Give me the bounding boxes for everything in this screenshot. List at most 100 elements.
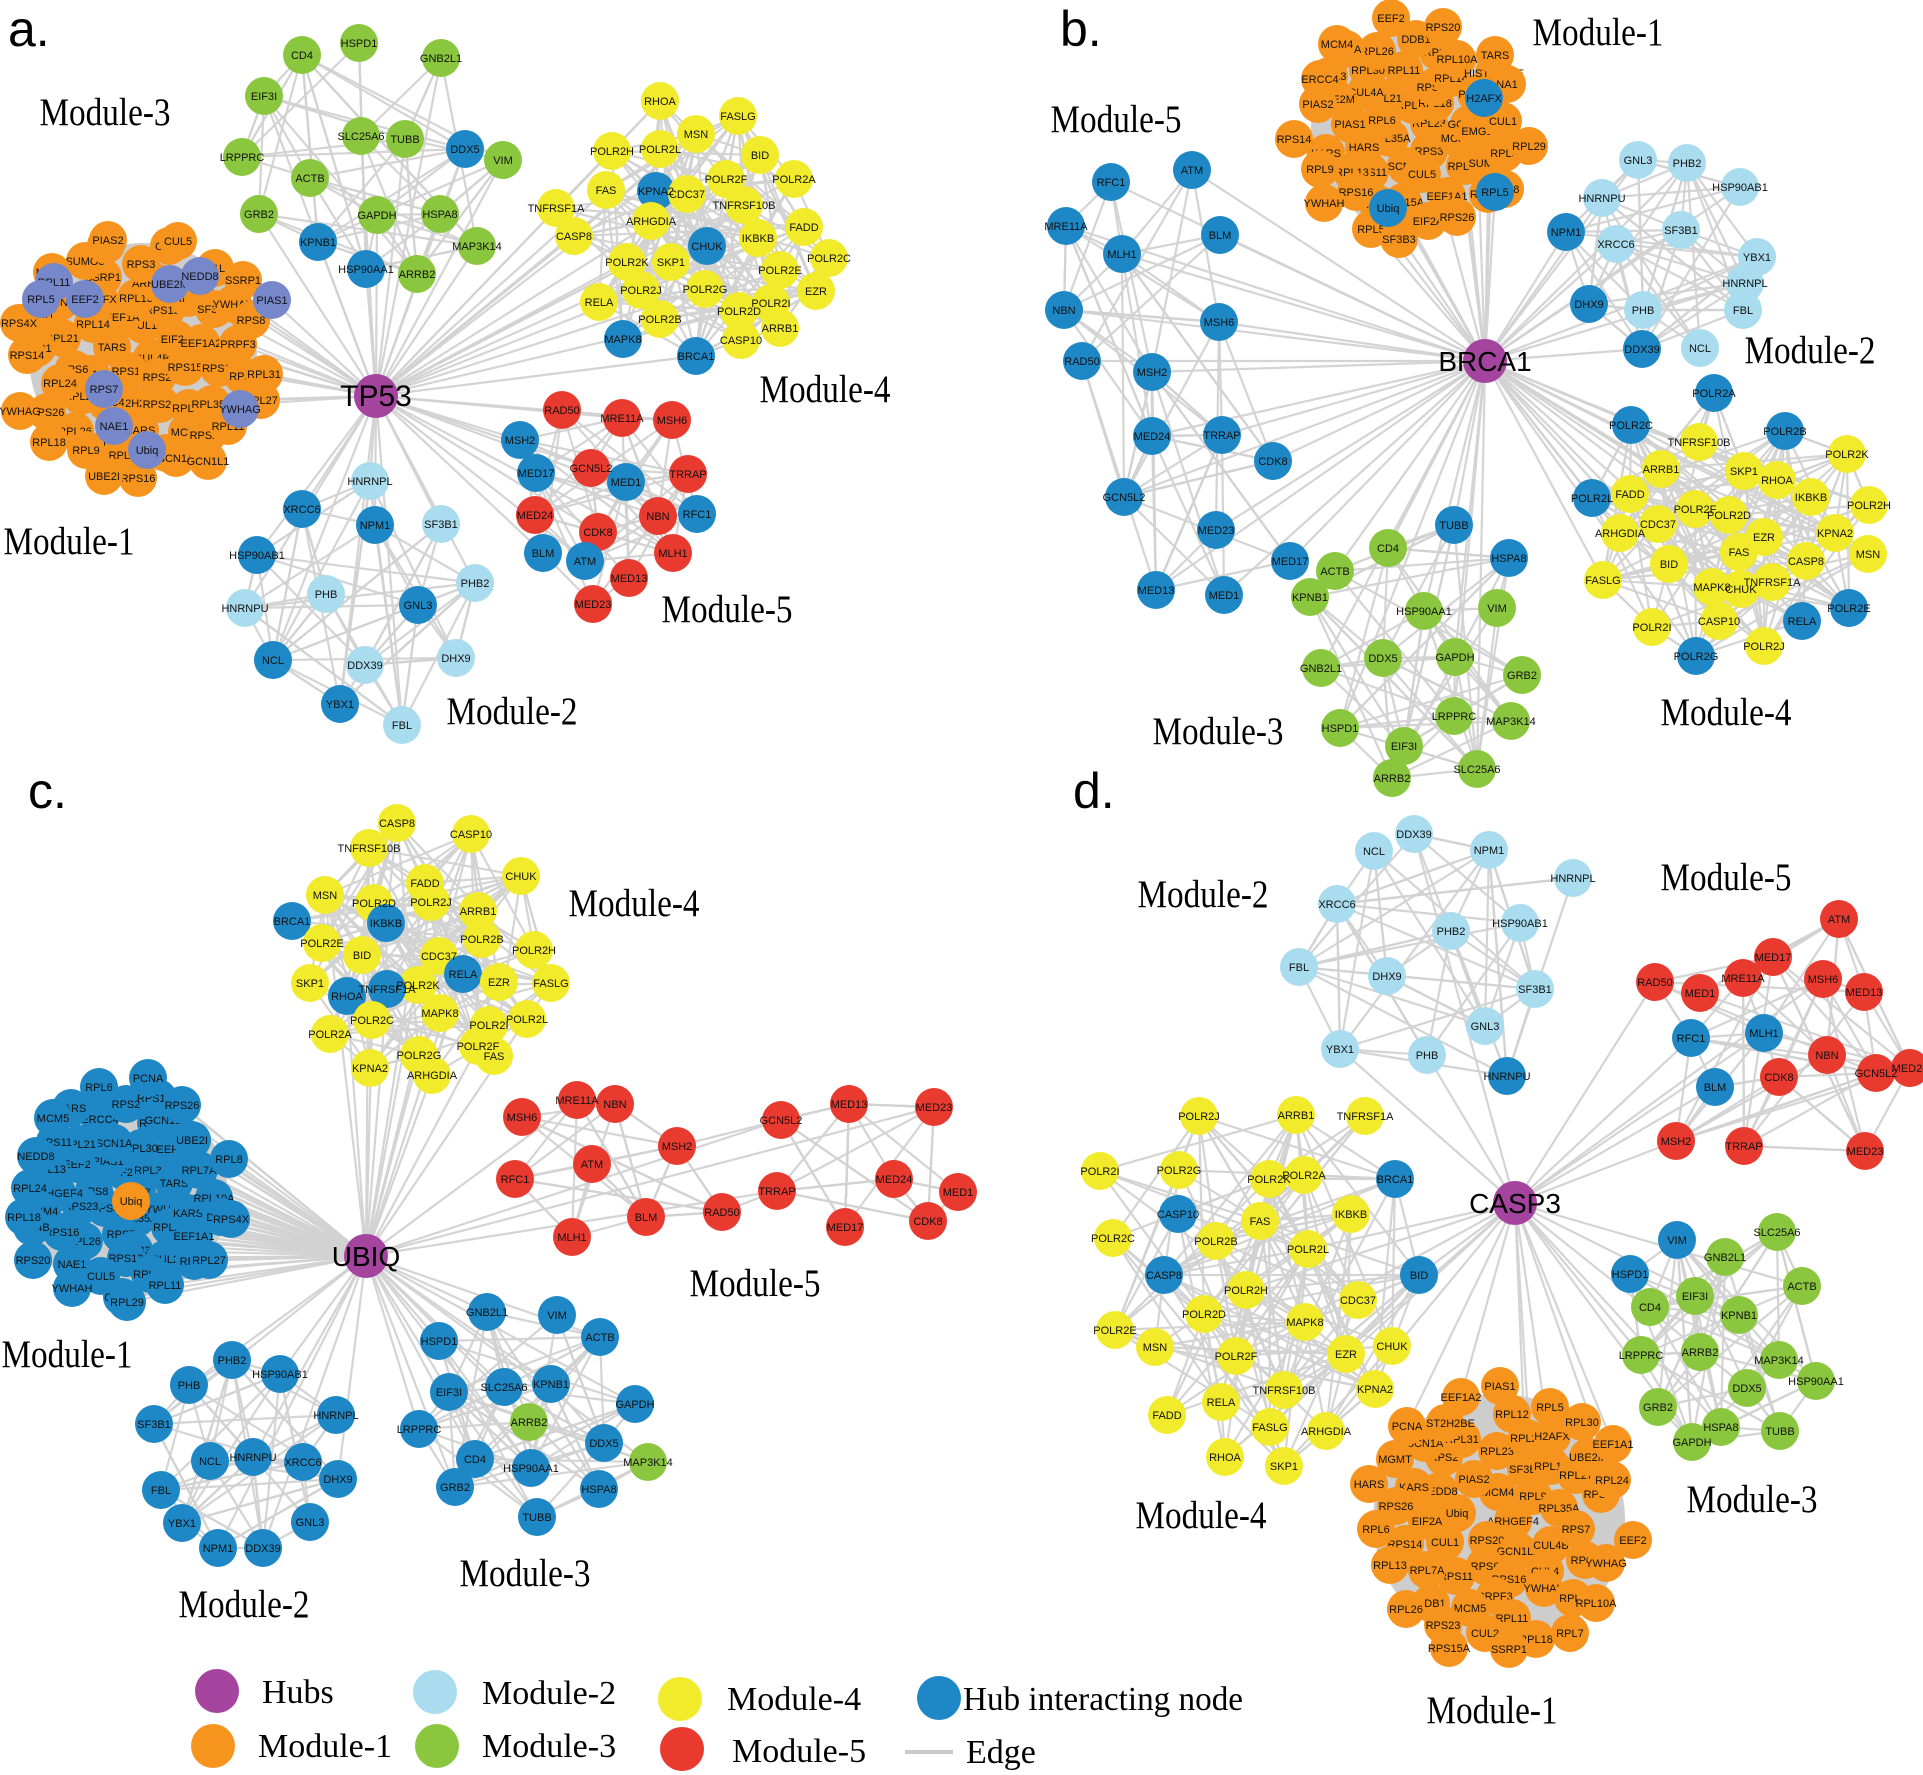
svg-text:RPS8: RPS8 — [237, 315, 266, 327]
svg-text:POLR2L: POLR2L — [639, 144, 681, 156]
svg-text:HSPA8: HSPA8 — [422, 209, 457, 221]
svg-text:RFC1: RFC1 — [1097, 177, 1126, 189]
svg-text:GNB2L1: GNB2L1 — [1300, 663, 1342, 675]
svg-text:POLR2J: POLR2J — [410, 897, 452, 909]
svg-text:RPS7: RPS7 — [1562, 1524, 1591, 1536]
svg-text:EZR: EZR — [805, 286, 827, 298]
svg-text:CDK8: CDK8 — [913, 1216, 942, 1228]
svg-text:POLR2C: POLR2C — [1609, 420, 1653, 432]
svg-text:BLM: BLM — [1209, 230, 1232, 242]
svg-text:Module-1: Module-1 — [2, 1333, 133, 1376]
svg-text:KPNB1: KPNB1 — [1292, 592, 1328, 604]
svg-text:POLR2F: POLR2F — [705, 174, 748, 186]
svg-text:RPS26: RPS26 — [165, 1100, 200, 1112]
svg-text:CDK8: CDK8 — [1764, 1072, 1793, 1084]
svg-text:ARRB1: ARRB1 — [762, 323, 799, 335]
svg-text:TUBB: TUBB — [522, 1512, 551, 1524]
svg-text:ATM: ATM — [1828, 914, 1850, 926]
svg-text:RPL18: RPL18 — [7, 1212, 41, 1224]
svg-text:NEDD8: NEDD8 — [17, 1151, 54, 1163]
svg-text:CASP8: CASP8 — [1146, 1270, 1182, 1282]
svg-text:MED24: MED24 — [876, 1174, 913, 1186]
svg-text:CASP3: CASP3 — [1469, 1188, 1561, 1219]
svg-text:ATM: ATM — [1181, 165, 1203, 177]
svg-text:IKBKB: IKBKB — [1795, 492, 1827, 504]
svg-text:RPS16: RPS16 — [121, 473, 156, 485]
svg-text:TNFRSF1A: TNFRSF1A — [359, 984, 417, 996]
svg-text:EEF1A2: EEF1A2 — [181, 338, 222, 350]
svg-text:TARS: TARS — [98, 342, 127, 354]
svg-text:RPS16: RPS16 — [1339, 187, 1374, 199]
svg-text:HSPD1: HSPD1 — [341, 38, 378, 50]
svg-text:Module-4: Module-4 — [760, 368, 891, 411]
svg-text:MSH2: MSH2 — [1661, 1136, 1692, 1148]
svg-text:GRB2: GRB2 — [440, 1482, 470, 1494]
svg-text:YBX1: YBX1 — [1743, 252, 1771, 264]
svg-text:EEF1A2: EEF1A2 — [1441, 1392, 1482, 1404]
svg-text:CD4: CD4 — [1639, 1302, 1661, 1314]
svg-text:CD4: CD4 — [1377, 543, 1399, 555]
svg-text:XRCC6: XRCC6 — [284, 1457, 321, 1469]
svg-text:KPNB1: KPNB1 — [533, 1379, 569, 1391]
svg-text:RPL31: RPL31 — [247, 369, 281, 381]
svg-text:Module-1: Module-1 — [4, 520, 135, 563]
svg-text:RPS15A: RPS15A — [1428, 1643, 1471, 1655]
svg-text:Ubiq: Ubiq — [1377, 203, 1400, 215]
svg-text:Module-5: Module-5 — [1661, 856, 1792, 899]
svg-text:DDX39: DDX39 — [1396, 829, 1431, 841]
svg-text:MED13: MED13 — [611, 573, 648, 585]
svg-text:DDB1: DDB1 — [1401, 34, 1430, 46]
svg-text:EEF2: EEF2 — [71, 294, 99, 306]
svg-text:CASP10: CASP10 — [1157, 1209, 1199, 1221]
svg-text:HSP90AB1: HSP90AB1 — [229, 550, 285, 562]
svg-text:FBL: FBL — [151, 1485, 171, 1497]
svg-text:Hub interacting node: Hub interacting node — [963, 1681, 1243, 1718]
svg-text:GCN5L2: GCN5L2 — [1103, 492, 1146, 504]
svg-text:BID: BID — [1410, 1270, 1428, 1282]
svg-text:FBL: FBL — [1733, 305, 1753, 317]
svg-text:RELA: RELA — [1207, 1397, 1236, 1409]
svg-text:PHB: PHB — [315, 589, 338, 601]
svg-text:PIAS1: PIAS1 — [1334, 119, 1365, 131]
svg-text:UBE2M: UBE2M — [1569, 1452, 1607, 1464]
svg-text:Edge: Edge — [966, 1734, 1036, 1771]
svg-text:POLR2D: POLR2D — [352, 898, 396, 910]
svg-text:Module-3: Module-3 — [482, 1728, 616, 1765]
svg-text:Module-3: Module-3 — [1687, 1478, 1818, 1521]
svg-text:POLR2J: POLR2J — [1743, 641, 1785, 653]
svg-text:DDX5: DDX5 — [1732, 1383, 1761, 1395]
svg-text:LRPPRC: LRPPRC — [397, 1424, 442, 1436]
svg-text:GNL3: GNL3 — [404, 600, 433, 612]
svg-text:MSN: MSN — [313, 890, 338, 902]
svg-text:LRPPRC: LRPPRC — [1619, 1350, 1664, 1362]
svg-text:UBE2I: UBE2I — [176, 1135, 208, 1147]
svg-text:EZR: EZR — [488, 977, 510, 989]
svg-text:POLR2K: POLR2K — [605, 257, 649, 269]
svg-text:DDX39: DDX39 — [1624, 344, 1659, 356]
svg-text:RPL6: RPL6 — [85, 1082, 113, 1094]
svg-text:FBL: FBL — [392, 720, 412, 732]
svg-text:KPNA2: KPNA2 — [638, 186, 674, 198]
svg-text:YBX1: YBX1 — [1326, 1044, 1354, 1056]
svg-text:NAE1: NAE1 — [100, 421, 129, 433]
svg-text:Module-3: Module-3 — [40, 91, 171, 134]
svg-text:ATM: ATM — [574, 556, 596, 568]
svg-text:NAE1: NAE1 — [58, 1259, 87, 1271]
svg-text:POLR2L: POLR2L — [506, 1014, 548, 1026]
svg-text:Module-5: Module-5 — [662, 588, 793, 631]
svg-text:RPL27: RPL27 — [192, 1255, 226, 1267]
svg-text:Module-2: Module-2 — [447, 690, 578, 733]
svg-text:MAP3K14: MAP3K14 — [452, 241, 502, 253]
svg-text:TNFRSF10B: TNFRSF10B — [713, 200, 776, 212]
svg-text:TUBB: TUBB — [390, 134, 419, 146]
svg-text:RAD50: RAD50 — [1064, 356, 1099, 368]
svg-text:RPS26: RPS26 — [1379, 1501, 1414, 1513]
svg-text:SLC25A6: SLC25A6 — [1453, 764, 1500, 776]
svg-text:MCM5: MCM5 — [1454, 1603, 1486, 1615]
svg-text:MAPK8: MAPK8 — [421, 1008, 458, 1020]
svg-text:SKP1: SKP1 — [1270, 1461, 1298, 1473]
svg-text:EEF2: EEF2 — [1377, 13, 1405, 25]
svg-text:EMG1: EMG1 — [1461, 126, 1492, 138]
svg-text:MSN: MSN — [1856, 549, 1881, 561]
svg-text:H2AFX: H2AFX — [1466, 93, 1502, 105]
